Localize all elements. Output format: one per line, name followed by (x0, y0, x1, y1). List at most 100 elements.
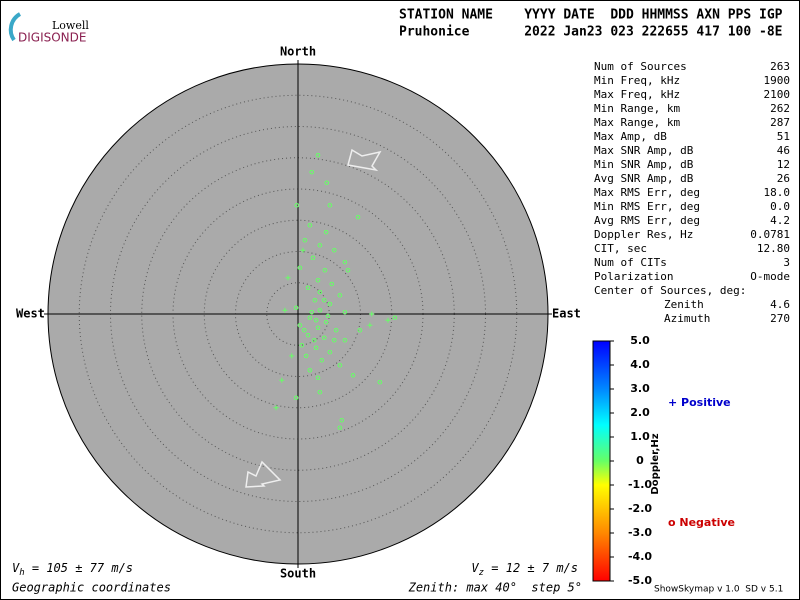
source-circle (315, 277, 321, 283)
source-circle (315, 325, 321, 331)
stat-value: 51 (777, 130, 790, 143)
source-circle (312, 297, 318, 303)
header-columns: STATION NAME YYYY DATE DDD HHMMSS AXN PP… (399, 8, 783, 23)
stat-label: Min Range, km (594, 102, 680, 115)
source-plus (282, 307, 288, 313)
source-circle (337, 362, 343, 368)
source-circle (329, 281, 335, 287)
stat-label: Min Freq, kHz (594, 74, 680, 87)
colorbar-tick-label: 2.0 (630, 406, 650, 419)
vh-label: Vh = 105 ± 77 m/s (12, 561, 133, 578)
source-circle (325, 313, 331, 319)
source-circle (297, 265, 303, 271)
stat-value: 0.0 (770, 200, 790, 213)
source-circle (313, 345, 319, 351)
colorbar (592, 340, 611, 582)
source-circle (345, 267, 351, 273)
source-circle (313, 317, 319, 323)
colorbar-tick-label: -1.0 (628, 478, 652, 491)
stat-label: Num of CITs (594, 256, 667, 269)
legend-negative: o Negative (668, 516, 735, 529)
stat-label: Doppler Res, Hz (594, 228, 693, 241)
colorbar-tick-label: 0 (636, 454, 644, 467)
source-circle (299, 342, 305, 348)
source-circle (342, 309, 348, 315)
stat-value: 26 (777, 172, 790, 185)
vz-sub: z (479, 568, 484, 578)
source-circle (317, 289, 323, 295)
colorbar-tick-label: 1.0 (630, 430, 650, 443)
source-circle (315, 375, 321, 381)
colorbar-tick-label: -3.0 (628, 526, 652, 539)
source-circle (293, 395, 299, 401)
arrow (347, 148, 382, 172)
source-circle (327, 202, 333, 208)
source-circle (297, 322, 303, 328)
source-circle (337, 425, 343, 431)
center-label: Azimuth (664, 312, 710, 325)
source-circle (317, 242, 323, 248)
source-circle (305, 285, 311, 291)
center-label: Zenith (664, 298, 704, 311)
stat-label: Min RMS Err, deg (594, 200, 700, 213)
vz-symbol: V (471, 561, 479, 575)
logo-arc (8, 12, 22, 42)
stat-label: Max Range, km (594, 116, 680, 129)
stat-label: Max Freq, kHz (594, 88, 680, 101)
stat-label: Polarization (594, 270, 673, 283)
stat-value: 262 (770, 102, 790, 115)
stat-label: Avg RMS Err, deg (594, 214, 700, 227)
source-circle (392, 315, 398, 321)
stat-value: 12.80 (757, 242, 790, 255)
source-circle (323, 319, 329, 325)
stat-value: 12 (777, 158, 790, 171)
source-circle (307, 315, 313, 321)
source-circle (321, 335, 327, 341)
source-circle (315, 152, 321, 158)
source-circle (327, 349, 333, 355)
version-label: ShowSkymap v 1.0 SD v 5.1 (654, 585, 783, 595)
source-circle (331, 247, 337, 253)
vh-sub: h (19, 568, 24, 578)
stat-label: Num of Sources (594, 60, 687, 73)
source-circle (321, 297, 327, 303)
header-values: Pruhonice 2022 Jan23 023 222655 417 100 … (399, 25, 783, 40)
stat-value: 4.2 (770, 214, 790, 227)
stat-value: 46 (777, 144, 790, 157)
source-circle (339, 417, 345, 423)
vz-label: Vz = 12 ± 7 m/s (471, 561, 578, 578)
stat-value: 18.0 (764, 186, 791, 199)
source-plus (279, 377, 285, 383)
stat-label: Max SNR Amp, dB (594, 144, 694, 157)
stat-value: 0.0781 (750, 228, 790, 241)
source-circle (322, 267, 328, 273)
source-circle (307, 222, 313, 228)
stat-label: Avg SNR Amp, dB (594, 172, 694, 185)
colorbar-tick-label: 5.0 (630, 334, 650, 347)
source-circle (307, 367, 313, 373)
colorbar-tick-label: 4.0 (630, 358, 650, 371)
east-label: East (552, 307, 581, 321)
south-label: South (280, 567, 316, 581)
stat-value: 263 (770, 60, 790, 73)
colorbar-label: Doppler,Hz (650, 433, 661, 494)
stat-label: Max Amp, dB (594, 130, 667, 143)
zenith-label: Zenith: max 40° step 5° (408, 581, 582, 595)
colorbar-tick-label: -2.0 (628, 502, 652, 515)
source-plus (273, 405, 279, 411)
source-circle (309, 309, 315, 315)
source-plus (285, 275, 291, 281)
coords-label: Geographic coordinates (12, 581, 171, 595)
source-circle (317, 307, 323, 313)
colorbar-tick-label: 3.0 (630, 382, 650, 395)
vh-symbol: V (12, 561, 20, 575)
stat-value: 3 (783, 256, 790, 269)
source-circle (305, 332, 311, 338)
stat-value: 287 (770, 116, 790, 129)
west-label: West (16, 307, 45, 321)
source-circle (333, 327, 339, 333)
source-plus (289, 353, 295, 359)
center-value: 4.6 (770, 298, 790, 311)
stat-value: 1900 (764, 74, 791, 87)
